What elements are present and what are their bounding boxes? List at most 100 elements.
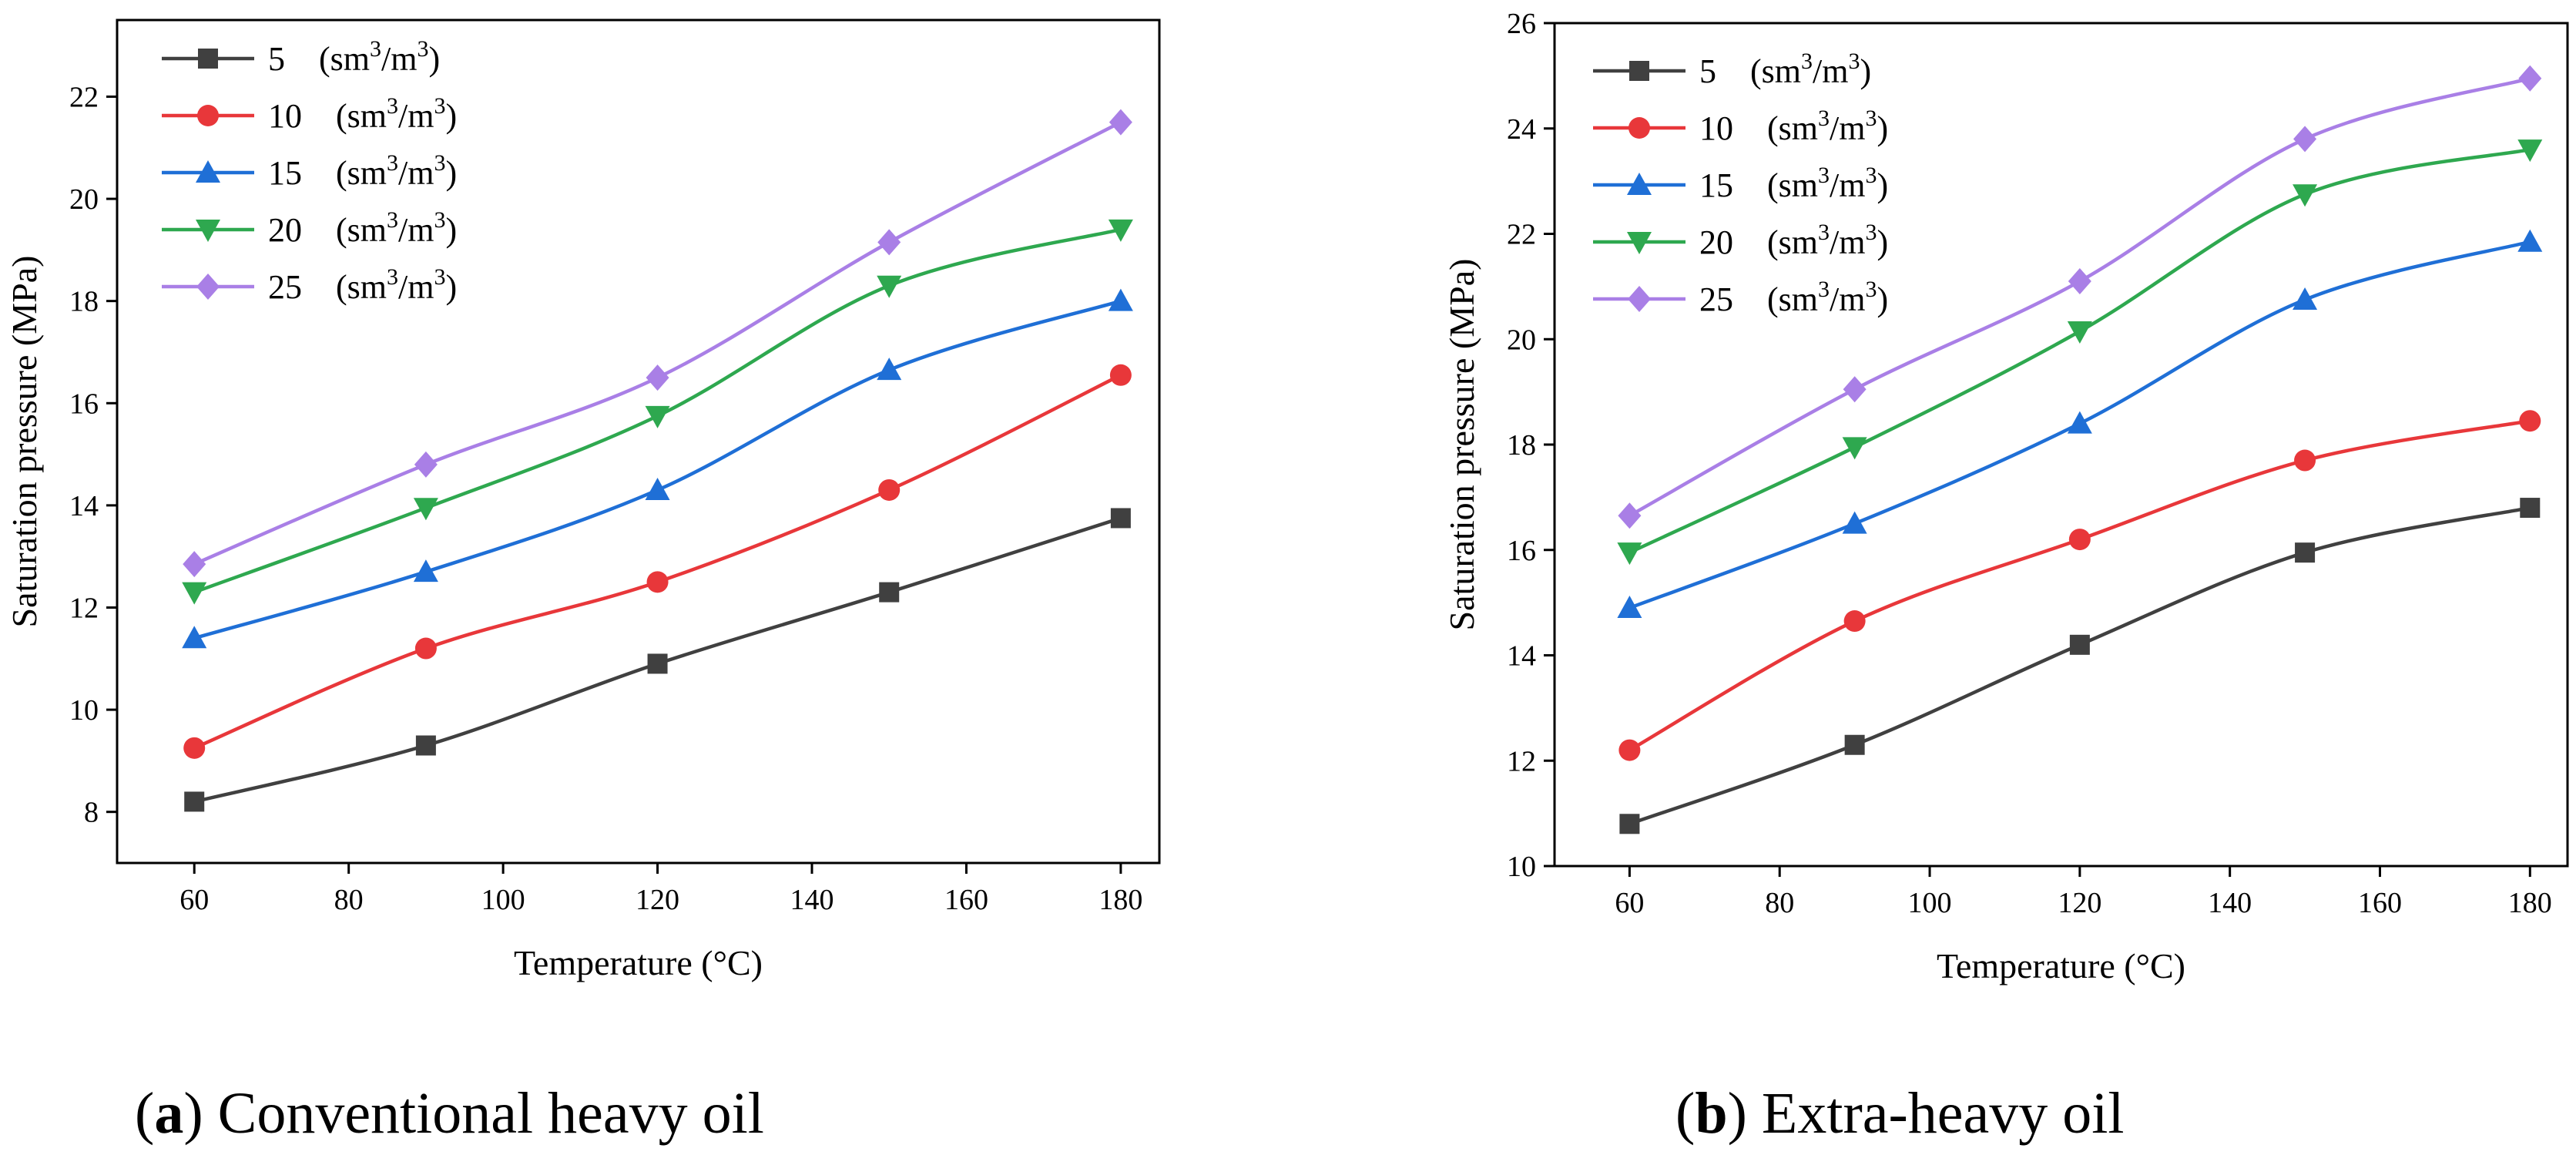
data-point-25 (646, 364, 669, 391)
data-point-10 (1618, 739, 1641, 761)
caption-a: (a) Conventional heavy oil (135, 1081, 764, 1146)
series-25 (1618, 65, 2542, 529)
data-point-20 (1617, 542, 1642, 566)
data-point-10 (2068, 529, 2091, 551)
data-point-20 (182, 582, 207, 605)
data-point-15 (182, 626, 207, 649)
x-tick-label: 100 (1908, 887, 1952, 919)
series-15 (1617, 229, 2543, 618)
legend-marker-15 (1627, 173, 1652, 195)
legend-label-25: 25 (sm3/m3) (1699, 277, 1888, 318)
data-point-5 (2295, 542, 2316, 563)
data-point-20 (1108, 219, 1133, 242)
y-tick-label: 8 (84, 797, 99, 829)
data-point-20 (2293, 184, 2318, 207)
data-point-20 (645, 405, 670, 428)
y-tick-label: 10 (69, 694, 99, 727)
series-5 (1619, 498, 2541, 834)
data-point-25 (414, 451, 438, 478)
data-point-5 (1619, 814, 1640, 834)
data-point-15 (1842, 511, 1867, 534)
legend-label-10: 10 (sm3/m3) (268, 93, 457, 135)
data-point-25 (183, 551, 206, 578)
data-point-10 (414, 637, 437, 660)
data-point-20 (413, 498, 438, 521)
data-point-10 (878, 478, 901, 501)
y-tick-label: 16 (69, 388, 99, 420)
y-tick-label: 12 (1507, 745, 1536, 777)
y-tick-label: 16 (1507, 535, 1536, 567)
legend-marker-20 (1627, 232, 1652, 254)
data-point-5 (1110, 508, 1131, 529)
series-20 (1617, 139, 2543, 566)
x-tick-label: 80 (1765, 887, 1794, 919)
data-point-5 (415, 735, 436, 756)
series-10 (1618, 410, 2541, 761)
x-tick-label: 180 (1098, 884, 1142, 916)
data-point-25 (1843, 376, 1867, 403)
legend-label-25: 25 (sm3/m3) (268, 264, 457, 306)
series-15 (182, 288, 1133, 649)
legend-label-5: 5 (sm3/m3) (1699, 49, 1871, 90)
data-point-20 (2517, 139, 2543, 163)
y-tick-label: 14 (69, 490, 99, 522)
legend-marker-15 (196, 160, 220, 183)
data-point-15 (1108, 288, 1133, 311)
x-tick-label: 80 (334, 884, 364, 916)
series-10 (183, 364, 1132, 759)
series-5 (184, 508, 1131, 812)
data-point-20 (877, 275, 902, 298)
legend-marker-10 (197, 105, 219, 126)
y-tick-label: 14 (1507, 640, 1536, 673)
data-point-15 (877, 358, 902, 381)
series-line-20 (1628, 147, 2531, 555)
y-tick-label: 24 (1507, 113, 1536, 146)
data-point-10 (183, 737, 206, 759)
caption-b: (b) Extra-heavy oil (1675, 1081, 2125, 1146)
y-tick-label: 10 (1507, 851, 1536, 883)
data-point-15 (413, 559, 438, 583)
data-point-5 (2069, 634, 2090, 655)
legend-marker-25 (1628, 286, 1651, 312)
legend-marker-5 (198, 49, 218, 69)
data-point-25 (1618, 502, 1642, 529)
y-tick-label: 26 (1507, 8, 1536, 40)
chart-a: 60 80 100 120 140 160 180 8 10 12 14 16 18 20 22 Temper… (5, 18, 1161, 982)
data-point-5 (647, 653, 668, 674)
x-tick-label: 140 (2208, 887, 2252, 919)
y-tick-label: 20 (1507, 324, 1536, 356)
y-tick-label: 18 (69, 286, 99, 318)
series-25 (183, 109, 1132, 578)
legend-label-15: 15 (sm3/m3) (268, 150, 457, 192)
data-point-25 (877, 229, 901, 256)
data-point-25 (2293, 126, 2317, 153)
x-axis-title: Temperature (°C) (514, 943, 763, 982)
data-point-10 (646, 571, 669, 593)
data-point-15 (2517, 229, 2543, 252)
x-tick-label: 100 (481, 884, 525, 916)
series-line-5 (1628, 505, 2531, 826)
legend-label-20: 20 (sm3/m3) (1699, 220, 1888, 261)
data-point-20 (1842, 437, 1867, 460)
y-tick-label: 20 (69, 183, 99, 216)
x-tick-label: 180 (2508, 887, 2552, 919)
data-point-15 (2293, 287, 2318, 310)
chart-b: 60 80 100 120 140 160 180 10 12 14 16 18 20 22 24 26 Tem… (1442, 8, 2569, 985)
y-axis-title: Saturation pressure (MPa) (1442, 259, 1481, 631)
x-tick-label: 120 (636, 884, 679, 916)
series-line-10 (1628, 419, 2531, 752)
data-point-25 (2068, 268, 2091, 295)
legend-label-10: 10 (sm3/m3) (1699, 106, 1888, 147)
x-tick-label: 60 (179, 884, 209, 916)
data-point-10 (1109, 364, 1132, 386)
legend-label-5: 5 (sm3/m3) (268, 36, 440, 78)
y-axis-title: Saturation pressure (MPa) (5, 256, 44, 628)
legend-marker-25 (196, 274, 220, 300)
y-tick-label: 12 (69, 592, 99, 624)
x-tick-label: 60 (1615, 887, 1644, 919)
x-tick-label: 160 (944, 884, 988, 916)
data-point-10 (2519, 410, 2541, 432)
data-point-20 (2067, 321, 2092, 344)
series-20 (182, 219, 1133, 605)
